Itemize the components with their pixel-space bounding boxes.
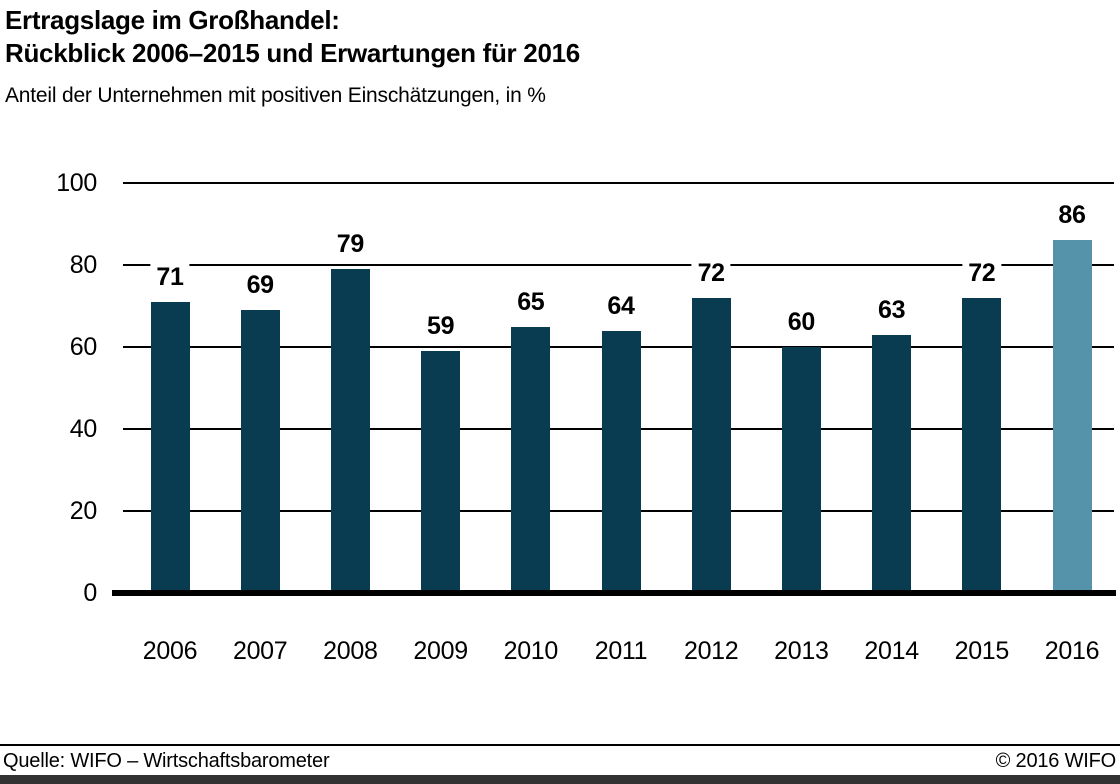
x-category-label-2015: 2015 <box>954 637 1010 665</box>
x-category-label-2009: 2009 <box>413 637 468 665</box>
bar-value-label-2014: 63 <box>871 296 912 324</box>
footer-divider-line <box>0 744 1120 746</box>
bar-value-label-2007: 69 <box>240 272 280 300</box>
bar-2008 <box>330 269 370 593</box>
chart-title-line1: Ertragslage im Großhandel: <box>5 5 340 35</box>
bar-2013 <box>781 347 821 593</box>
x-axis-line <box>112 590 1116 596</box>
bar-value-label-2012: 72 <box>691 259 731 287</box>
bar-2007 <box>240 310 280 593</box>
y-tick-label-80: 80 <box>69 251 98 279</box>
plot-area: 71 69 79 59 65 64 72 60 63 72 86 <box>112 182 1116 596</box>
gridline-80 <box>123 264 1114 266</box>
footer-accent-bar <box>0 775 1120 784</box>
bar-2011 <box>601 330 641 593</box>
x-category-label-2007: 2007 <box>232 637 288 665</box>
bar-2016 <box>1052 240 1092 593</box>
bar-2006 <box>150 301 190 593</box>
source-text: Quelle: WIFO – Wirtschaftsbarometer <box>3 750 330 772</box>
bar-value-label-2011: 64 <box>601 292 641 320</box>
bar-value-label-2013: 60 <box>781 309 821 336</box>
y-tick-label-60: 60 <box>69 333 98 361</box>
x-category-label-2008: 2008 <box>323 637 378 665</box>
bar-value-label-2008: 79 <box>330 231 370 259</box>
bar-value-label-2016: 86 <box>1052 202 1092 230</box>
y-tick-label-20: 20 <box>69 497 98 525</box>
bar-2015 <box>962 297 1002 593</box>
chart-title-line2: Rückblick 2006–2015 und Erwartungen für … <box>5 38 580 68</box>
bar-2010 <box>511 326 551 593</box>
x-category-label-2013: 2013 <box>774 637 829 665</box>
x-category-label-2011: 2011 <box>594 637 648 665</box>
chart-header: Ertragslage im Großhandel: Rückblick 200… <box>5 4 580 108</box>
bar-2012 <box>691 297 731 593</box>
bar-chart: 71 69 79 59 65 64 72 60 63 72 86 0 20 40 60 80 100 2006 2… <box>56 169 1116 665</box>
bar-value-label-2009: 59 <box>420 313 461 341</box>
bar-value-label-2010: 65 <box>511 288 551 316</box>
bar-2014 <box>872 334 912 593</box>
y-tick-label-100: 100 <box>56 169 97 197</box>
y-tick-label-0: 0 <box>83 579 97 607</box>
x-category-label-2014: 2014 <box>864 637 919 665</box>
bar-value-label-2015: 72 <box>962 259 1002 287</box>
x-category-label-2010: 2010 <box>503 637 559 665</box>
chart-subtitle: Anteil der Unternehmen mit positiven Ein… <box>5 84 546 107</box>
y-tick-label-40: 40 <box>69 415 98 443</box>
x-category-label-2006: 2006 <box>142 637 198 665</box>
bar-2009 <box>421 351 461 593</box>
bar-value-label-2006: 71 <box>150 263 190 291</box>
x-category-label-2012: 2012 <box>683 637 739 665</box>
gridline-100 <box>123 182 1114 184</box>
copyright-text: © 2016 WIFO <box>995 750 1117 772</box>
x-category-label-2016: 2016 <box>1044 637 1100 665</box>
